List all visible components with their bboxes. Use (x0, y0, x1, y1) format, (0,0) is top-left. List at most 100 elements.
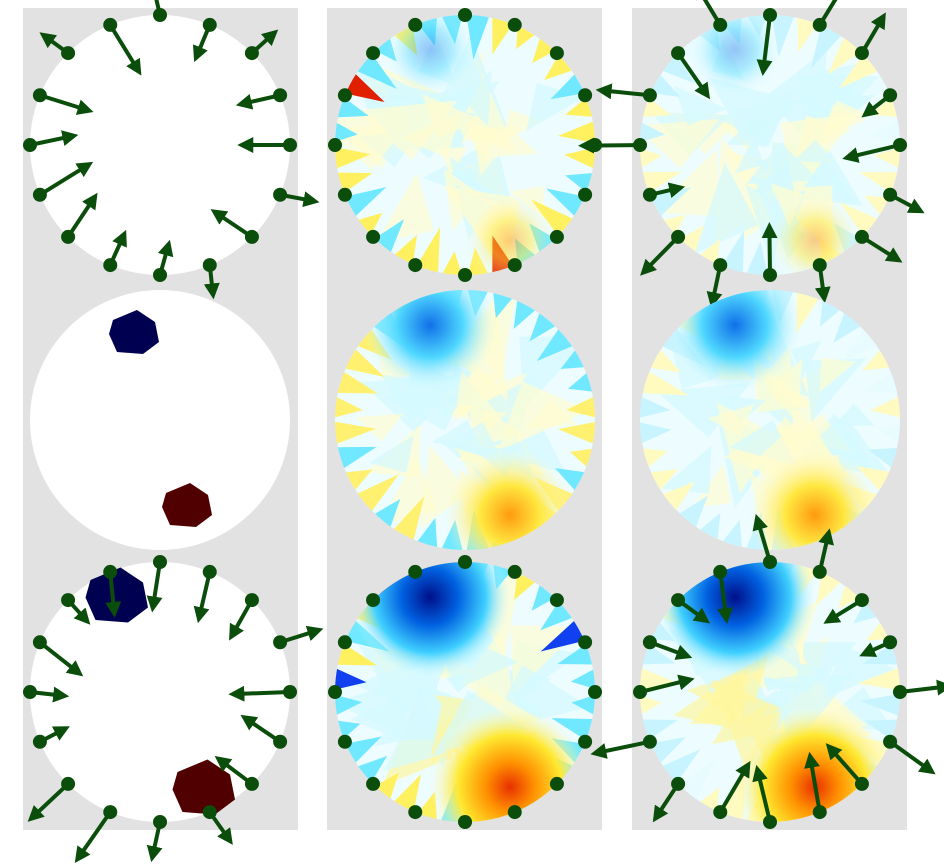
electrode (33, 88, 47, 102)
electrode (713, 565, 727, 579)
electrode (813, 805, 827, 819)
content (23, 0, 944, 864)
electrode (508, 565, 522, 579)
electrode (550, 777, 564, 791)
electrode (273, 735, 287, 749)
electrode (508, 805, 522, 819)
electrode (338, 88, 352, 102)
electrode (813, 18, 827, 32)
electrode (61, 593, 75, 607)
electrode (366, 777, 380, 791)
electrode (763, 268, 777, 282)
current-arrow (236, 692, 290, 694)
electrode (338, 188, 352, 202)
electrode (643, 188, 657, 202)
electrode (283, 138, 297, 152)
electrode (671, 593, 685, 607)
current-arrow (586, 145, 640, 146)
reconstruction (30, 290, 290, 550)
electrode (245, 593, 259, 607)
electrode (883, 188, 897, 202)
electrode (883, 635, 897, 649)
electrode (283, 685, 297, 699)
electrode (671, 777, 685, 791)
electrode (458, 815, 472, 829)
electrode (578, 88, 592, 102)
electrode (763, 8, 777, 22)
electrode (273, 635, 287, 649)
electrode (813, 258, 827, 272)
electrode (103, 565, 117, 579)
electrode (713, 18, 727, 32)
electrode (328, 685, 342, 699)
electrode (883, 88, 897, 102)
electrode (408, 805, 422, 819)
electrode (338, 735, 352, 749)
electrode (153, 268, 167, 282)
electrode (33, 188, 47, 202)
electrode (103, 18, 117, 32)
electrode (203, 565, 217, 579)
electrode (855, 593, 869, 607)
electrode (713, 258, 727, 272)
electrode (458, 8, 472, 22)
electrode (273, 188, 287, 202)
electrode (61, 230, 75, 244)
electrode (61, 777, 75, 791)
electrode (508, 258, 522, 272)
electrode (671, 46, 685, 60)
electrode (245, 777, 259, 791)
electrode (883, 735, 897, 749)
electrode (855, 230, 869, 244)
electrode (855, 46, 869, 60)
electrode (855, 777, 869, 791)
electrode (366, 230, 380, 244)
electrode (153, 555, 167, 569)
electrode (893, 685, 907, 699)
electrode (508, 18, 522, 32)
electrode (643, 735, 657, 749)
electrode (153, 815, 167, 829)
electrode (763, 815, 777, 829)
electrode (633, 685, 647, 699)
electrode (153, 8, 167, 22)
electrode (633, 138, 647, 152)
electrode (408, 258, 422, 272)
electrode (203, 805, 217, 819)
electrode (408, 18, 422, 32)
electrode (578, 188, 592, 202)
electrode (578, 735, 592, 749)
electrode (61, 46, 75, 60)
electrode (671, 230, 685, 244)
domain (30, 290, 290, 550)
electrode (23, 138, 37, 152)
electrode (550, 46, 564, 60)
electrode (643, 635, 657, 649)
electrode (763, 555, 777, 569)
electrode (643, 88, 657, 102)
electrode (103, 805, 117, 819)
electrode (328, 138, 342, 152)
electrode (103, 258, 117, 272)
figure (0, 0, 944, 864)
electrode (578, 635, 592, 649)
electrode (273, 88, 287, 102)
electrode (245, 46, 259, 60)
electrode (458, 268, 472, 282)
electrode (713, 805, 727, 819)
electrode (366, 46, 380, 60)
electrode (588, 685, 602, 699)
electrode (33, 635, 47, 649)
electrode (550, 593, 564, 607)
electrode (366, 593, 380, 607)
electrode (23, 685, 37, 699)
electrode (458, 555, 472, 569)
electrode (338, 635, 352, 649)
electrode (550, 230, 564, 244)
electrode (203, 18, 217, 32)
electrode (33, 735, 47, 749)
electrode (893, 138, 907, 152)
electrode (408, 565, 422, 579)
electrode (245, 230, 259, 244)
electrode (203, 258, 217, 272)
